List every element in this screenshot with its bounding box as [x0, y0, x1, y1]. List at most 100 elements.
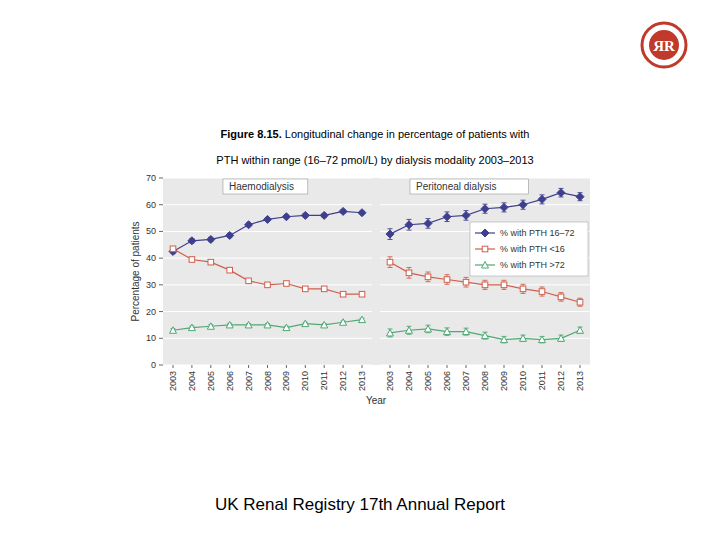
marker: [577, 299, 583, 305]
error-bar: [540, 287, 545, 296]
x-tick-label: 2004: [404, 371, 414, 391]
grid-line: [163, 204, 372, 205]
logo-text: ЯR: [653, 38, 675, 54]
legend: % with PTH 16–72% with PTH <16% with PTH…: [470, 222, 588, 276]
marker: [207, 235, 215, 243]
grid-line: [163, 231, 372, 232]
marker: [425, 325, 432, 332]
marker: [321, 286, 327, 292]
error-bar: [578, 327, 583, 333]
tick-mark: [267, 365, 268, 368]
marker: [245, 321, 252, 328]
marker: [245, 221, 253, 229]
x-tick-label: 2011: [537, 371, 547, 390]
marker: [208, 259, 214, 265]
error-bar: [246, 279, 251, 283]
marker: [444, 328, 451, 335]
y-tick-label: 0: [151, 360, 156, 370]
y-tick-label: 70: [146, 173, 156, 183]
marker: [227, 267, 233, 273]
error-bar: [227, 268, 232, 272]
tick-mark: [447, 365, 448, 368]
marker: [264, 321, 271, 328]
x-tick-label: 2010: [518, 371, 528, 391]
marker: [321, 321, 328, 328]
tick-mark: [159, 231, 163, 232]
tick-mark: [485, 365, 486, 368]
y-tick-label: 40: [146, 253, 156, 263]
error-bar: [521, 335, 526, 341]
tick-mark: [159, 284, 163, 285]
marker: [539, 336, 546, 343]
marker: [339, 207, 347, 215]
marker: [301, 211, 309, 219]
tick-mark: [362, 365, 363, 368]
tick-mark: [305, 365, 306, 368]
grid-line: [380, 311, 590, 312]
error-bar: [407, 326, 412, 334]
plot-background: [163, 178, 590, 365]
series-line: [173, 249, 362, 294]
series-line: [173, 211, 362, 251]
logo: ЯR: [642, 23, 686, 67]
marker: [538, 195, 546, 203]
y-tick-label: 60: [146, 200, 156, 210]
error-bar: [483, 332, 488, 339]
marker: [425, 274, 431, 280]
marker: [359, 316, 366, 323]
legend-label: % with PTH <16: [500, 244, 565, 254]
tick-mark: [286, 365, 287, 368]
error-bar: [464, 277, 469, 287]
x-tick-label: 2010: [300, 371, 310, 391]
tick-mark: [409, 365, 410, 368]
error-bar: [426, 272, 431, 282]
panel: 0102030405060702003200420052006200720082…: [146, 173, 372, 391]
error-bar: [464, 328, 469, 335]
panel-title-text: Peritoneal dialysis: [416, 181, 497, 192]
marker: [481, 229, 489, 237]
error-bar: [388, 329, 393, 337]
tick-mark: [159, 204, 163, 205]
error-bar: [483, 280, 488, 289]
title-line: PTH within range (16–72 pmol/L) by dialy…: [216, 154, 533, 166]
marker: [481, 205, 489, 213]
x-tick-label: 2012: [556, 371, 566, 391]
error-bar: [189, 257, 194, 261]
footer: UK Renal Registry 17th Annual Report: [215, 495, 505, 514]
x-tick-label: 2005: [206, 371, 216, 391]
series-line: [173, 320, 362, 331]
tick-mark: [191, 365, 192, 368]
marker: [557, 189, 565, 197]
x-tick-label: 2008: [480, 371, 490, 391]
tick-mark: [523, 365, 524, 368]
error-bar: [502, 280, 507, 289]
marker: [577, 327, 584, 334]
marker: [283, 324, 290, 331]
marker: [340, 291, 346, 297]
marker: [265, 282, 271, 288]
panel-title: Peritoneal dialysis: [410, 179, 528, 194]
error-bar: [303, 287, 308, 291]
tick-mark: [248, 365, 249, 368]
tick-mark: [390, 365, 391, 368]
tick-mark: [343, 365, 344, 368]
marker: [302, 320, 309, 327]
y-tick-label: 20: [146, 307, 156, 317]
marker: [482, 262, 489, 269]
marker: [462, 211, 470, 219]
page: ЯRFigure 8.15. Longitudinal change in pe…: [0, 0, 720, 540]
tick-mark: [210, 365, 211, 368]
error-bar: [521, 284, 526, 293]
tick-mark: [229, 365, 230, 368]
marker: [463, 279, 469, 285]
x-tick-label: 2003: [168, 371, 178, 391]
marker: [424, 219, 432, 227]
panel-title-text: Haemodialysis: [229, 181, 294, 192]
x-tick-label: 2006: [442, 371, 452, 391]
marker: [303, 286, 309, 292]
tick-mark: [428, 365, 429, 368]
grid-line: [163, 338, 372, 339]
marker: [284, 281, 290, 287]
marker: [188, 324, 195, 331]
tick-mark: [466, 365, 467, 368]
